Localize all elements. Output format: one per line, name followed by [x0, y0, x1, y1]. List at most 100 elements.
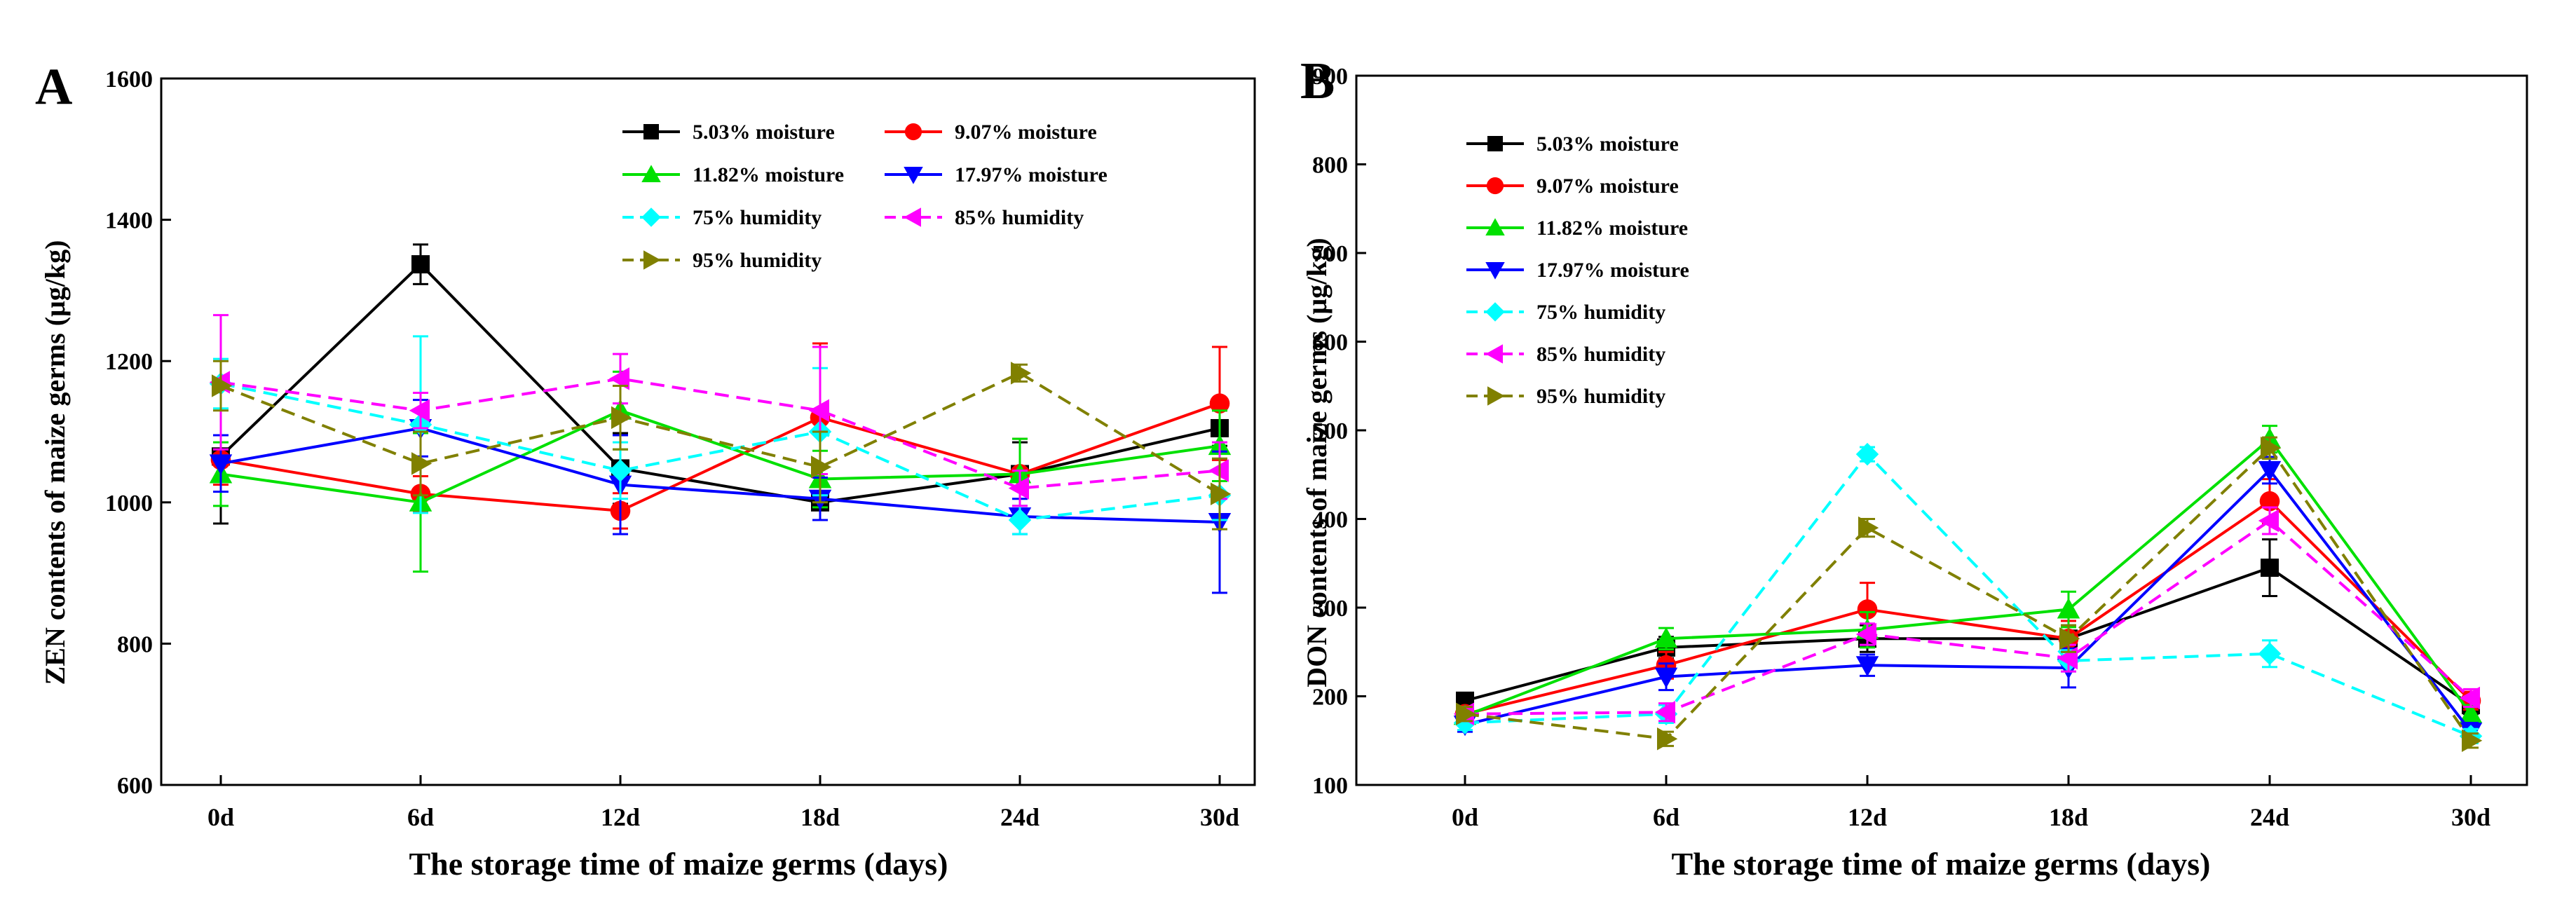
panel-b-data-point	[1857, 599, 1878, 620]
panel-b-letter: B	[1300, 53, 1335, 110]
panel-a-data-point	[808, 399, 829, 423]
panel-b-legend-marker	[1485, 302, 1505, 322]
panel-a: A ZEN contents of maize germs (μg/kg) Th…	[35, 58, 1256, 882]
panel-b-data-point	[1654, 701, 1675, 724]
panel-a-axes-frame	[160, 77, 1256, 786]
panel-a-legend-label: 9.07% moisture	[955, 121, 1097, 144]
panel-a-xtick-label: 6d	[407, 803, 434, 831]
panel-a-data-point	[608, 459, 632, 482]
panel-a-legend-label: 95% humidity	[693, 249, 822, 272]
panel-a-data-point	[212, 374, 233, 397]
panel-b-x-axis-label: The storage time of maize germs (days)	[1672, 846, 2211, 882]
panel-a-x-axis-label: The storage time of maize germs (days)	[409, 846, 948, 882]
panel-b-legend-item: 17.97% moisture	[1466, 259, 1689, 282]
panel-b-data-point	[1855, 442, 1879, 466]
panel-b-data-point	[1456, 702, 1477, 726]
panel-a-legend-item: 11.82% moisture	[622, 163, 844, 186]
panel-b-series-4	[1453, 456, 2483, 744]
panel-b-legend-marker	[1485, 344, 1503, 364]
panel-b-ytick-label: 800	[1312, 153, 1348, 179]
panel-a-series-1	[212, 243, 1229, 525]
panel-a-ytick-label: 1400	[105, 208, 153, 234]
panel-a-data-point	[611, 406, 632, 430]
panel-b-legend-label: 95% humidity	[1536, 385, 1665, 408]
panel-b-xtick-label: 6d	[1653, 803, 1679, 831]
panel-a-data-point	[811, 456, 832, 479]
panel-a-data-point	[1211, 482, 1232, 505]
panel-b-data-point	[2261, 437, 2282, 460]
panel-b-data-point	[1855, 656, 1879, 677]
panel-b-xtick-label: 30d	[2451, 803, 2490, 831]
panel-b-data-point	[1654, 667, 1678, 688]
panel-a-plot: 600 800 1000 1200 1400 1600 0d 6d 12d 18d 24d 30d	[105, 67, 1256, 831]
panel-b-data-point	[2459, 702, 2483, 723]
panel-b-xtick-label: 24d	[2250, 803, 2289, 831]
panel-a-xtick-label: 12d	[601, 803, 640, 831]
panel-a-data-point	[1011, 362, 1032, 385]
panel-a-series-line	[220, 382, 1220, 522]
panel-a-legend-marker	[641, 207, 661, 227]
panel-b-data-point	[1855, 622, 1876, 646]
panel-a-series-4	[209, 399, 1232, 594]
panel-a-legend-item: 95% humidity	[622, 249, 822, 272]
panel-b-series-5	[1453, 442, 2483, 748]
panel-a-xtick-label: 0d	[207, 803, 234, 831]
panel-b-data-point	[2462, 729, 2483, 752]
panel-a-legend: 5.03% moisture 9.07% moisture 11.82% moist…	[622, 121, 1108, 272]
panel-a-legend-item: 17.97% moisture	[885, 163, 1108, 186]
panel-b-legend-label: 5.03% moisture	[1536, 132, 1679, 156]
panel-b-legend-label: 11.82% moisture	[1536, 217, 1688, 240]
panel-b-legend-marker	[1486, 177, 1504, 195]
panel-b-legend-item: 11.82% moisture	[1466, 217, 1688, 240]
panel-a-data-point	[1208, 459, 1229, 482]
panel-a-legend-marker	[904, 207, 921, 227]
panel-b-ytick-label: 200	[1312, 685, 1348, 711]
panel-a-data-point	[1209, 393, 1230, 413]
panel-a-legend-marker	[643, 124, 659, 139]
panel-b-series-line	[1464, 566, 2472, 706]
panel-a-legend-marker	[904, 167, 923, 184]
panel-b-data-point	[2259, 491, 2280, 512]
panel-a-data-point	[1008, 508, 1032, 532]
panel-b-series-line	[1464, 437, 2472, 718]
panel-b-plot: 100 200 300 400 500 600 700 800 900 0d 6d 12d 18d 24d…	[1312, 64, 2528, 831]
panel-a-series-5	[209, 335, 1232, 535]
panel-b-ytick-label: 400	[1312, 507, 1348, 533]
panel-b-legend-label: 75% humidity	[1536, 301, 1665, 324]
panel-b-data-point	[1858, 516, 1879, 540]
panel-b-data-point	[2258, 509, 2279, 533]
panel-a-legend-marker	[904, 123, 922, 141]
panel-a-legend-item: 75% humidity	[622, 206, 822, 229]
panel-a-legend-item: 5.03% moisture	[622, 121, 835, 144]
panel-a-series-2	[210, 342, 1230, 530]
panel-b-ytick-label: 600	[1312, 330, 1348, 356]
panel-b-data-point	[2459, 686, 2480, 710]
panel-b-data-point	[1654, 627, 1678, 648]
panel-b-legend-item: 75% humidity	[1466, 301, 1665, 324]
panel-b-series-line	[1464, 446, 2472, 741]
panel-a-data-point	[608, 367, 629, 390]
panel-a-ytick-label: 600	[117, 773, 153, 799]
panel-a-ytick-label: 800	[117, 631, 153, 657]
panel-a-legend-item: 85% humidity	[885, 206, 1084, 229]
panel-b-data-point	[2059, 627, 2080, 650]
panel-b-legend-item: 5.03% moisture	[1466, 132, 1679, 156]
panel-b-data-point	[2261, 559, 2279, 577]
panel-a-legend-label: 75% humidity	[693, 206, 822, 229]
panel-b-legend-marker	[1487, 136, 1503, 151]
panel-b-legend-marker	[1487, 386, 1505, 406]
panel-b-data-point	[1657, 727, 1678, 751]
panel-b-legend-label: 85% humidity	[1536, 343, 1665, 366]
panel-a-legend-item: 9.07% moisture	[885, 121, 1097, 144]
panel-a-series-line	[220, 426, 1220, 524]
panel-a-series-line	[220, 409, 1220, 504]
panel-b-legend-marker	[1485, 218, 1505, 235]
panel-a-data-point	[409, 399, 430, 423]
panel-a-legend-label: 17.97% moisture	[955, 163, 1108, 186]
panel-b-ytick-label: 700	[1312, 241, 1348, 267]
panel-b-series-line	[1464, 499, 2472, 716]
panel-a-xtick-label: 18d	[800, 803, 840, 831]
panel-a-ytick-label: 1600	[105, 67, 153, 93]
panel-a-data-point	[411, 452, 432, 475]
panel-b-data-point	[2258, 642, 2282, 666]
